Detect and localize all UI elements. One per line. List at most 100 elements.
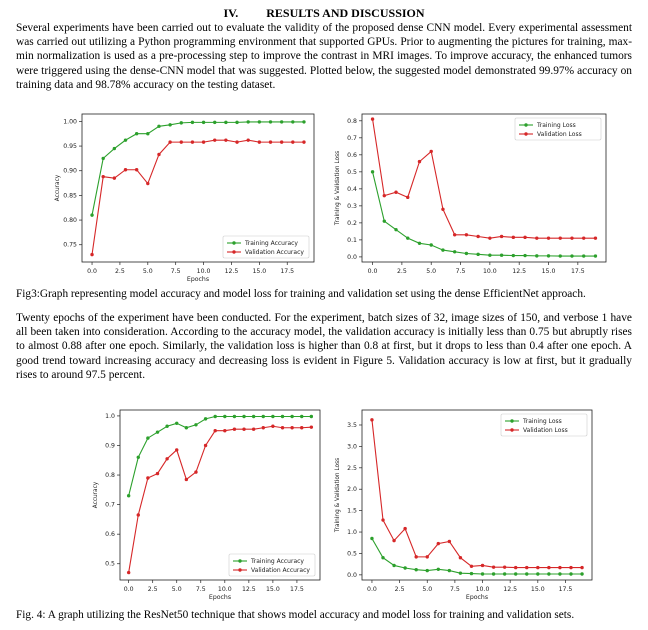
y-tick-label: 0.4 [347,186,357,193]
legend-label: Validation Loss [523,427,568,434]
x-tick-label: 7.5 [450,586,460,593]
validation-loss-point [580,565,584,570]
y-axis-label: Training & Validation Loss [335,151,341,226]
training-loss-point [488,253,492,257]
training-accuracy-point [168,123,172,127]
y-tick-label: 0.6 [347,152,357,159]
legend-marker [238,568,242,572]
validation-accuracy-point [175,448,179,452]
training-accuracy-point [155,430,160,434]
training-loss-point [452,250,457,254]
x-tick-label: 10.0 [197,268,211,275]
training-accuracy-point [184,426,189,430]
x-tick-label: 5.0 [426,268,436,275]
validation-loss-point [476,234,480,239]
y-tick-label: 0.1 [347,237,357,244]
y-tick-label: 0.0 [347,572,357,579]
legend-label: Validation Accuracy [245,249,304,256]
validation-loss-point [570,236,574,240]
validation-accuracy-point [203,443,208,448]
validation-loss-point [458,556,463,560]
x-tick-label: 17.5 [280,268,294,275]
x-tick-label: 0.0 [368,268,378,275]
training-accuracy-point [232,414,237,419]
validation-accuracy-point [136,513,140,517]
y-tick-label: 3.5 [347,422,357,429]
y-axis-label: Training & Validation Loss [335,458,341,533]
x-tick-label: 12.5 [503,586,517,593]
y-tick-label: 1.5 [347,508,357,515]
training-accuracy-point [90,213,94,217]
training-loss-line [371,538,583,575]
training-accuracy-point [271,414,275,419]
y-tick-label: 2.0 [347,486,357,493]
y-tick-label: 0.7 [105,502,115,509]
validation-accuracy-point [224,138,228,142]
resnet50-accuracy-chart: 0.0 2.5 5.0 7.5 10.0 12.5 15.0 17.5 0.5 0.6 0.7 0.8… [93,409,321,601]
training-accuracy-point [126,494,131,498]
legend-label: Validation Accuracy [251,567,310,574]
training-accuracy-point [203,417,208,421]
validation-accuracy-point [257,140,262,144]
x-tick-label: 2.5 [397,268,407,275]
training-loss-point [392,563,396,568]
training-accuracy-point [251,414,256,419]
y-tick-label: 0.7 [347,135,357,142]
training-loss-point [511,253,516,258]
legend-marker [524,123,528,127]
training-accuracy-point [280,414,285,419]
validation-accuracy-point [179,140,183,144]
training-loss-point [593,254,598,258]
validation-loss-line [372,119,596,239]
validation-accuracy-point [190,140,195,144]
validation-accuracy-point [223,428,227,433]
validation-loss-point [499,234,504,239]
x-tick-label: 12.5 [225,268,239,275]
validation-loss-point [452,233,457,237]
x-tick-label: 17.5 [290,586,304,593]
training-loss-point [370,536,374,541]
validation-loss-point [593,236,598,240]
training-loss-point [447,568,452,573]
x-tick-label: 5.0 [422,586,432,593]
x-tick-label: 15.0 [252,268,266,275]
validation-loss-point [382,193,386,198]
validation-accuracy-point [123,168,128,172]
figure-4-caption: Fig. 4: A graph utilizing the ResNet50 t… [16,609,575,621]
validation-loss-point [370,117,375,121]
validation-loss-point [417,159,422,164]
training-accuracy-point [136,455,140,460]
legend-label: Training Loss [536,122,576,129]
validation-accuracy-point [168,140,172,144]
section-number: IV. [223,6,239,20]
validation-loss-point [569,565,573,570]
x-tick-label: 15.0 [542,268,556,275]
training-accuracy-point [291,120,295,124]
validation-accuracy-point [165,457,169,461]
validation-accuracy-point [232,427,237,431]
x-tick-label: 2.5 [395,586,405,593]
legend-label: Training Accuracy [250,558,304,565]
y-tick-label: 0.90 [63,168,77,175]
training-accuracy-point [157,124,161,129]
validation-loss-point [536,565,540,570]
validation-accuracy-point [101,174,105,179]
validation-accuracy-point [246,138,250,142]
training-accuracy-point [223,414,227,419]
legend-box [500,413,588,437]
training-loss-point [569,572,573,576]
training-accuracy-point [242,414,246,419]
training-loss-point [394,227,398,232]
x-tick-label: 10.0 [483,268,497,275]
plot-frame [361,409,593,581]
validation-accuracy-line [91,139,304,255]
validation-accuracy-point [146,476,150,480]
y-tick-label: 1.0 [347,529,357,536]
y-tick-label: 0.5 [105,561,115,568]
x-tick-label: 15.0 [266,586,280,593]
y-tick-label: 0.80 [63,217,77,224]
validation-loss-point [394,190,398,194]
training-loss-point [547,572,551,576]
training-loss-point [429,243,433,247]
training-loss-point [536,572,540,576]
